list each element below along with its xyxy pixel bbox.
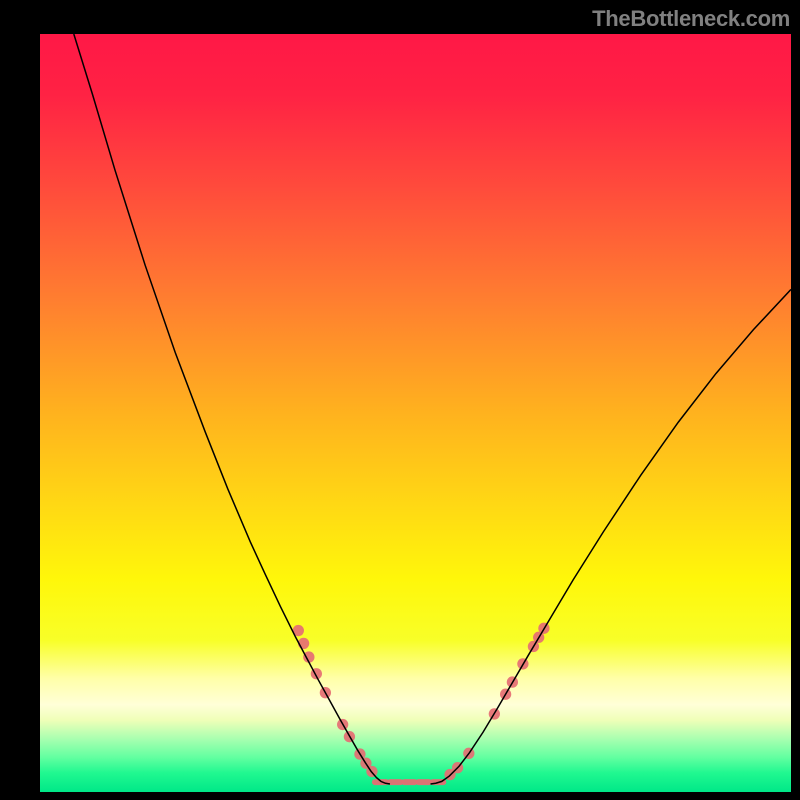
chart-frame: TheBottleneck.com [0, 0, 800, 800]
plot-area [40, 34, 791, 792]
gradient-background [40, 34, 791, 792]
watermark-text: TheBottleneck.com [592, 6, 790, 32]
chart-svg [40, 34, 791, 792]
